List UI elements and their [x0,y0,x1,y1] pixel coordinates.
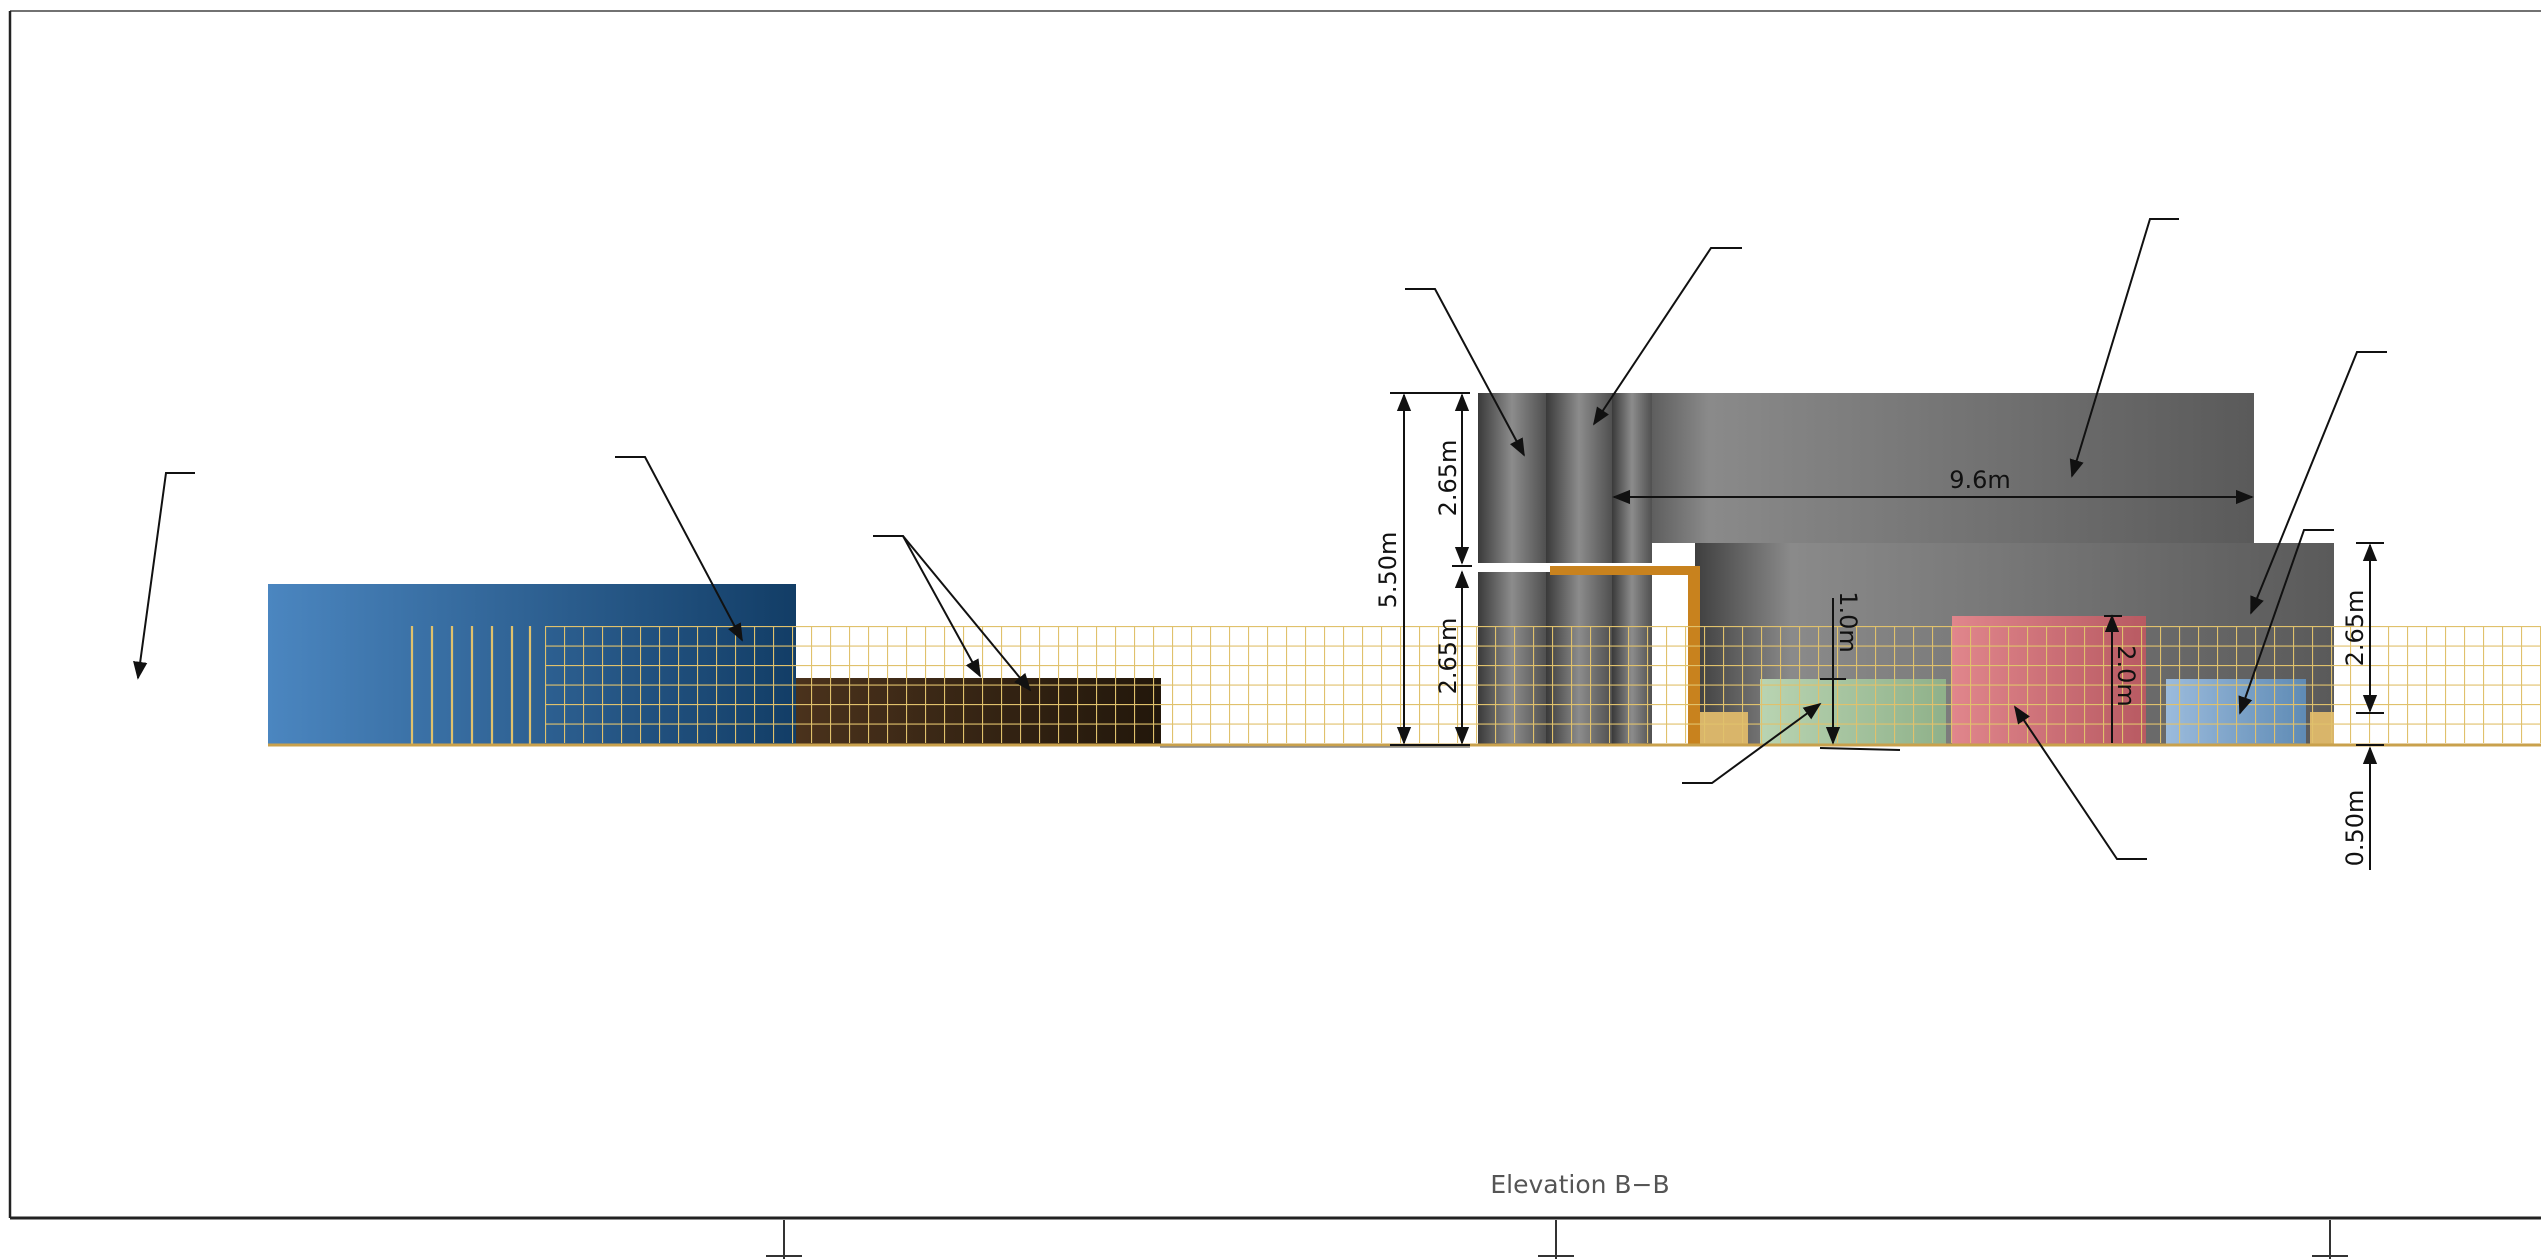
leader-lines [133,218,2387,860]
drawing-title: Elevation B−B [1490,1170,1669,1199]
leader-line-4 [1405,288,1525,457]
dim-upper-height: 2.65m [1434,440,1462,517]
sheet-frame [8,10,2541,1220]
blue-block-mullions [410,626,532,745]
leader-line-3b [902,535,1032,692]
dim-roof-span: 9.6m [1949,466,2011,494]
dim-lower-height: 2.65m [1434,618,1462,695]
leader-line-5 [1593,247,1742,426]
leader-line-6 [2069,218,2179,478]
grey-roof-block [1612,393,2254,543]
leader-line-1 [133,472,195,680]
grid-axis-markers [766,1220,2348,1259]
leader-line-10 [2013,705,2147,860]
leader-line-9 [1682,702,1822,784]
leader-line-7 [2250,351,2387,615]
leader-line-8 [2238,529,2334,715]
dimension-lines [1390,392,2384,870]
dim-door-height: 2.0m [2112,645,2140,707]
dim-plinth-height: 0.50m [2341,790,2369,867]
dim-window-height: 1.0m [1834,591,1862,653]
dim-right-height: 2.65m [2341,590,2369,667]
grid-overlay [545,626,2541,743]
leader-line-2 [615,456,743,642]
dim-total-height: 5.50m [1374,532,1402,609]
